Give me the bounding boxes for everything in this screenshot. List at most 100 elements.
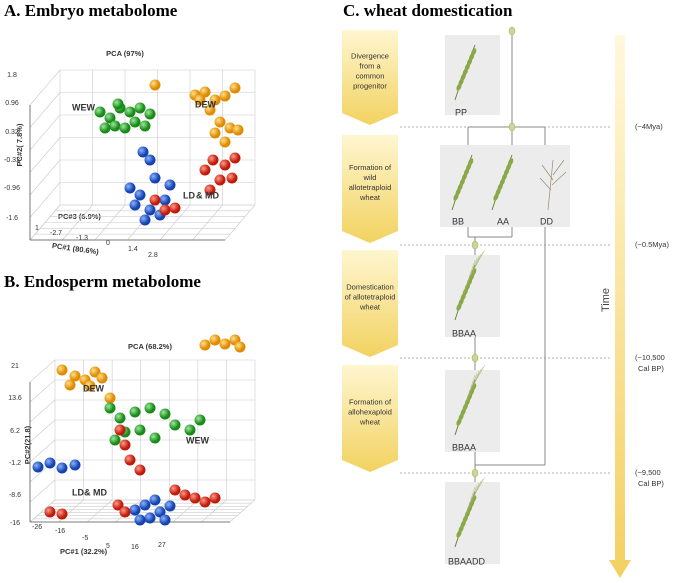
line xyxy=(29,159,61,196)
group-label: & xyxy=(196,190,203,200)
y-tick-label: 1.8 xyxy=(7,72,17,79)
sphere xyxy=(137,146,149,158)
plot-title: PCA (68.2%) xyxy=(128,342,172,351)
sphere xyxy=(207,154,219,166)
genome-label: AA xyxy=(497,216,509,226)
sphere xyxy=(99,122,111,134)
x-tick-label: -1.3 xyxy=(76,235,88,242)
sphere xyxy=(109,434,121,446)
sphere xyxy=(144,154,156,166)
sphere xyxy=(199,339,211,351)
sphere xyxy=(134,514,146,526)
node xyxy=(508,26,516,36)
sphere xyxy=(124,454,136,466)
time-label: Cal BP) xyxy=(638,479,664,488)
y-tick-label: -8.6 xyxy=(9,492,21,499)
y-tick-label: -1.2 xyxy=(9,460,21,467)
sphere xyxy=(209,492,221,504)
stage-label: allohexaploid xyxy=(348,407,392,416)
stage-label: Formation of xyxy=(349,397,392,406)
sphere xyxy=(219,159,231,171)
sphere xyxy=(104,392,116,404)
genome-label: DD xyxy=(540,216,553,226)
group-label: DEW xyxy=(83,383,105,393)
group-label: & xyxy=(84,487,91,497)
sphere xyxy=(129,116,141,128)
spikelet xyxy=(471,48,477,56)
sphere xyxy=(149,172,161,184)
x-tick-label: 2.8 xyxy=(148,252,158,259)
stage-label: from a xyxy=(359,61,381,70)
sphere xyxy=(179,489,191,501)
sphere xyxy=(69,459,81,471)
sphere xyxy=(154,506,166,518)
group-label: MD xyxy=(205,190,219,200)
spikelet xyxy=(468,158,474,166)
sphere xyxy=(139,214,151,226)
panel-title: C. wheat domestication xyxy=(343,1,513,20)
genome-label: BB xyxy=(452,216,464,226)
sphere xyxy=(64,379,76,391)
stage-arrow xyxy=(342,250,398,357)
sphere xyxy=(199,496,211,508)
axis-label: Time xyxy=(600,288,612,312)
line xyxy=(172,499,199,523)
sphere xyxy=(134,189,146,201)
sphere xyxy=(119,506,131,518)
x-tick-label: 1 xyxy=(35,225,39,232)
line xyxy=(29,379,56,403)
line xyxy=(29,399,56,423)
x-tick-label: -26 xyxy=(32,524,42,531)
sphere xyxy=(124,106,136,118)
panel-title: B. Endosperm metabolome xyxy=(4,272,201,291)
sphere xyxy=(209,334,221,346)
line xyxy=(29,359,56,383)
sphere xyxy=(229,82,241,94)
sphere xyxy=(214,174,226,186)
sphere xyxy=(199,86,211,98)
spike xyxy=(539,159,567,211)
line xyxy=(472,364,486,386)
node xyxy=(508,122,516,132)
axis-label: PC#2(21.8) xyxy=(23,425,32,464)
stage-arrow xyxy=(342,135,398,243)
sphere xyxy=(112,499,124,511)
sphere xyxy=(144,204,156,216)
sphere xyxy=(209,127,221,139)
y-tick-label: 21 xyxy=(11,363,19,370)
sphere xyxy=(69,370,81,382)
group-label: DEW xyxy=(195,99,217,109)
x-tick-label: 16 xyxy=(131,544,139,551)
sphere xyxy=(139,120,151,132)
sphere xyxy=(56,364,68,376)
genome-label: BBAA xyxy=(452,442,476,452)
y-tick-label: -0.32 xyxy=(4,157,20,164)
axis-label: PC#1 (32.2%) xyxy=(60,547,108,556)
axis-label: PC#1 (80.6%) xyxy=(51,241,99,257)
line xyxy=(29,69,61,106)
stage-label: wheat xyxy=(359,417,381,426)
group-label: MD xyxy=(93,487,107,497)
genome-label: BBAA xyxy=(452,328,476,338)
sphere xyxy=(84,380,96,392)
sphere xyxy=(164,500,176,512)
sphere xyxy=(119,122,131,134)
time-label: (~10,500 xyxy=(635,353,665,362)
genome-label: BBAADD xyxy=(448,556,486,566)
y-tick-label: -16 xyxy=(10,520,20,527)
node xyxy=(471,353,479,363)
time-arrow xyxy=(609,35,631,578)
sphere xyxy=(204,104,216,116)
line xyxy=(229,499,256,523)
line xyxy=(29,499,56,523)
line xyxy=(29,182,61,218)
stage-label: Domestication xyxy=(346,282,394,291)
sphere xyxy=(44,506,56,518)
line xyxy=(29,439,56,463)
sphere xyxy=(129,199,141,211)
x-tick-label: -2.7 xyxy=(50,230,62,237)
sphere xyxy=(144,512,156,524)
y-tick-label: -0.96 xyxy=(4,185,20,192)
line xyxy=(29,479,56,503)
genome-label: PP xyxy=(455,107,467,117)
